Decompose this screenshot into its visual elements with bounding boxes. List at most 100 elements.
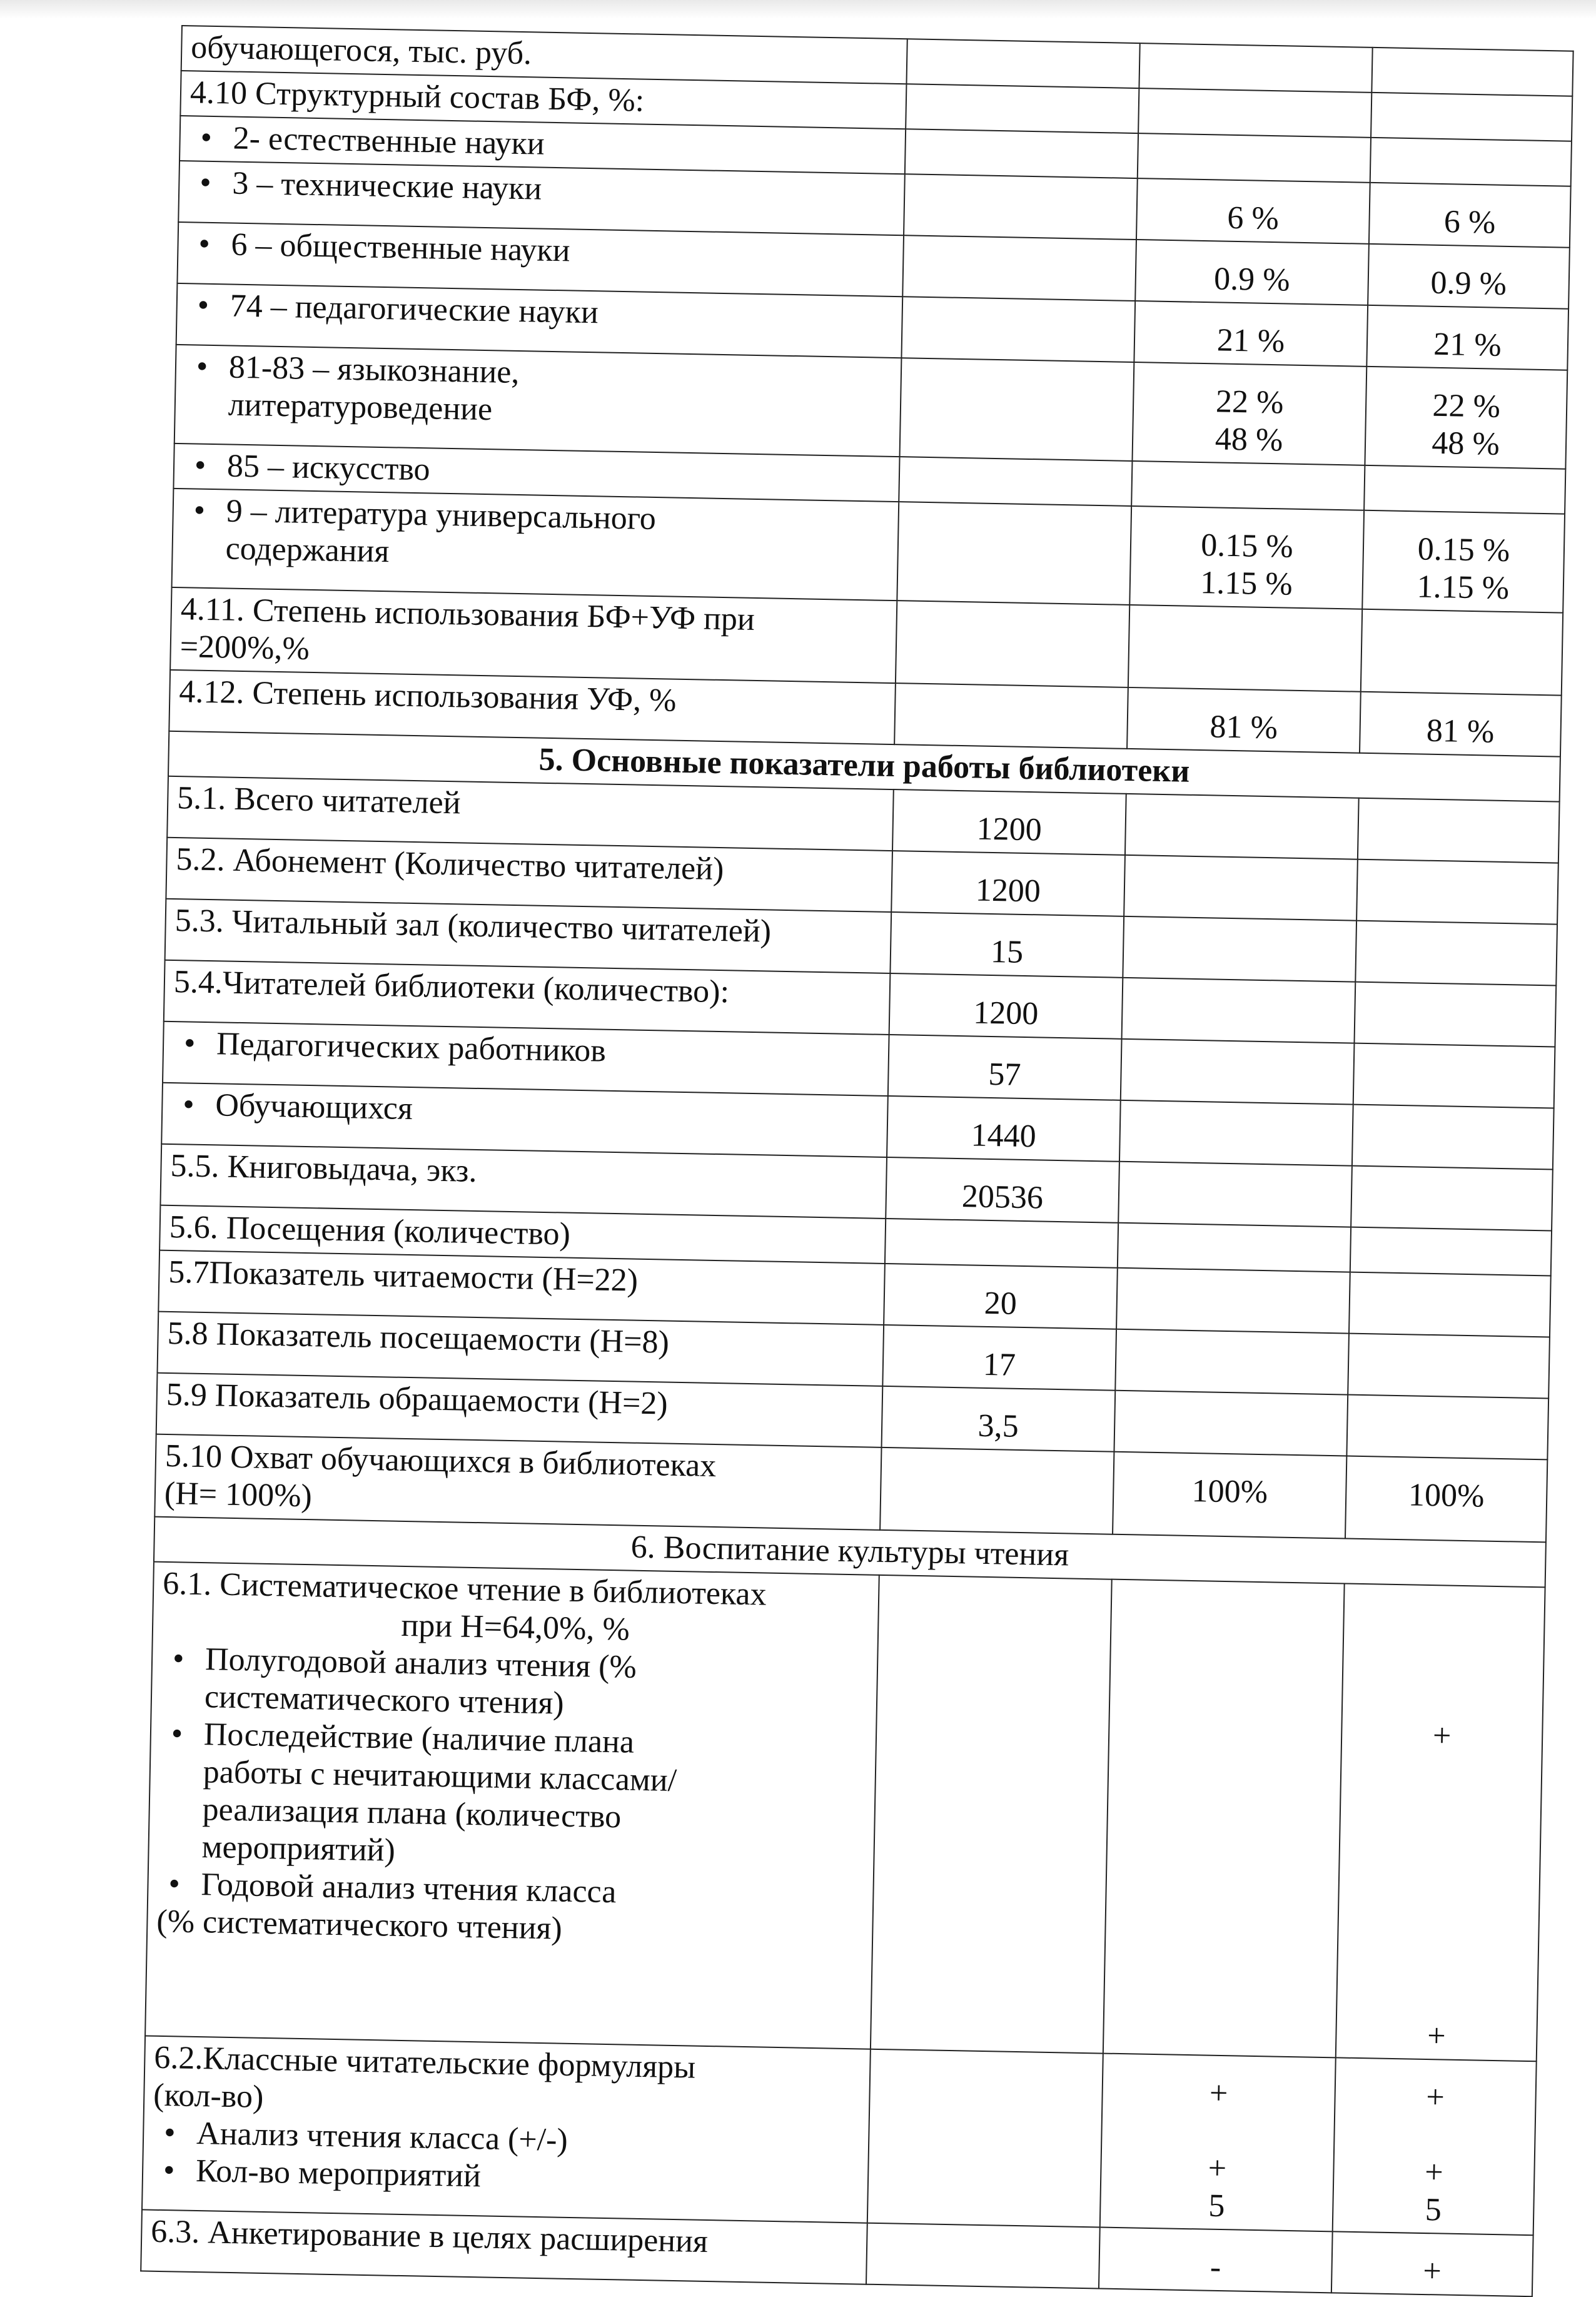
row-label-cell: 6.3. Анкетирование в целях расширения bbox=[141, 2209, 867, 2284]
value-cell-col3 bbox=[1138, 88, 1372, 138]
value-cell-col3 bbox=[1121, 977, 1356, 1043]
row-label: 5.9 Показатель обращаемости (Н=2) bbox=[166, 1376, 669, 1422]
value-cell-col3: 100% bbox=[1113, 1451, 1347, 1539]
cell-value: 22 % bbox=[1432, 387, 1501, 425]
cell-value: 1200 bbox=[975, 872, 1041, 910]
row-label: 4.10 Структурный состав БФ, %: bbox=[189, 74, 645, 119]
value-cell-col3 bbox=[1117, 1222, 1351, 1272]
value-cell-col2 bbox=[894, 683, 1128, 749]
value-cell-col4 bbox=[1351, 1104, 1554, 1170]
value-cell-col3: 21 % bbox=[1134, 301, 1368, 367]
cell-value: 81 % bbox=[1426, 712, 1495, 750]
value-cell-col2: 17 bbox=[882, 1324, 1117, 1391]
cell-value: 48 % bbox=[1215, 421, 1283, 459]
value-cell-col4 bbox=[1360, 609, 1563, 696]
value-cell-col3 bbox=[1124, 854, 1358, 921]
cell-value: 22 % bbox=[1215, 383, 1284, 421]
bullet-icon: • bbox=[172, 1641, 184, 1677]
value-cell-col2 bbox=[870, 1574, 1112, 2054]
row-label: • 85 – искусство bbox=[194, 447, 431, 488]
value-cell-col3 bbox=[1118, 1161, 1352, 1227]
cell-value: 1.15 % bbox=[1200, 565, 1293, 602]
bullet-icon: • bbox=[200, 119, 213, 156]
document-page: обучающегося, тыс. руб. 4.10 Структурный … bbox=[140, 25, 1573, 2297]
cell-value: 0.15 % bbox=[1200, 527, 1294, 565]
row-label: обучающегося, тыс. руб. bbox=[190, 29, 532, 72]
value-cell-col3 bbox=[1103, 1579, 1345, 2058]
cell-value bbox=[1349, 1791, 1532, 1832]
value-cell-col4: 81 % bbox=[1359, 691, 1562, 757]
value-cell-col4: 21 % bbox=[1366, 305, 1569, 370]
value-cell-col3: 0.9 % bbox=[1135, 240, 1369, 305]
cell-value: + bbox=[1425, 2079, 1445, 2116]
cell-value bbox=[1346, 1979, 1528, 2019]
value-cell-col4: + +5 bbox=[1332, 2057, 1537, 2236]
value-cell-col4: 0.15 % 1.15 % bbox=[1362, 510, 1565, 613]
value-cell-col3 bbox=[1139, 43, 1373, 93]
value-cell-col2: 3,5 bbox=[881, 1386, 1116, 1452]
value-cell-col3: - bbox=[1098, 2227, 1333, 2293]
bullet-icon: • bbox=[183, 1025, 196, 1062]
row-label: 5.1. Всего читателей bbox=[176, 780, 462, 821]
value-cell-col3 bbox=[1137, 133, 1371, 183]
report-table-body: обучающегося, тыс. руб. 4.10 Структурный … bbox=[141, 26, 1573, 2297]
row-label: 5.4.Читателей библиотеки (количество): bbox=[173, 964, 730, 1010]
value-cell-col4 bbox=[1354, 981, 1557, 1047]
value-cell-col2: 20 bbox=[884, 1263, 1118, 1329]
value-cell-col3 bbox=[1120, 1038, 1355, 1105]
value-cell-col4: 22 % 48 % bbox=[1365, 366, 1568, 469]
cell-value: 5 bbox=[1425, 2192, 1442, 2228]
value-cell-col3 bbox=[1119, 1100, 1353, 1166]
value-cell-col3 bbox=[1116, 1267, 1350, 1334]
value-cell-col2: 20536 bbox=[886, 1157, 1119, 1223]
row-label: 5.7Показатель читаемости (Н=22) bbox=[168, 1254, 639, 1299]
row-label: 5.8 Показатель посещаемости (Н=8) bbox=[167, 1315, 670, 1361]
row-label: 6.3. Анкетирование в целях расширения bbox=[150, 2213, 709, 2260]
value-cell-col4: 6 % bbox=[1368, 182, 1571, 248]
cell-value: 100% bbox=[1191, 1473, 1268, 1511]
row-label: • Педагогических работников bbox=[183, 1025, 607, 1069]
row-label-cell: 6.1. Систематическое чтение в библиотека… bbox=[145, 1561, 879, 2049]
report-table: обучающегося, тыс. руб. 4.10 Структурный … bbox=[140, 25, 1573, 2297]
cell-value: + bbox=[1208, 2150, 1227, 2187]
table-row: 6.2.Классные читательские формуляры (кол-… bbox=[141, 2036, 1537, 2236]
value-cell-col3 bbox=[1115, 1329, 1349, 1395]
cell-value: 100% bbox=[1408, 1477, 1485, 1514]
value-cell-col2 bbox=[897, 502, 1132, 605]
cell-value: 57 bbox=[987, 1056, 1021, 1093]
row-label-cell: 6.2.Классные читательские формуляры (кол-… bbox=[141, 2036, 871, 2223]
value-cell-col2 bbox=[902, 235, 1136, 302]
row-label: • 3 – технические науки bbox=[199, 165, 542, 207]
cell-value: 6 % bbox=[1226, 200, 1280, 237]
cell-value: - bbox=[1210, 2249, 1221, 2286]
cell-value bbox=[1348, 1866, 1530, 1907]
cell-value bbox=[1353, 1603, 1535, 1644]
value-cell-col3 bbox=[1114, 1390, 1348, 1456]
value-cell-col2 bbox=[895, 601, 1130, 687]
bullet-icon: • bbox=[196, 348, 208, 385]
value-cell-col2 bbox=[904, 174, 1138, 240]
row-label: 4.12. Степень использования УФ, % bbox=[178, 674, 677, 719]
cell-value: 3,5 bbox=[977, 1407, 1019, 1444]
row-label-cell: 4.11. Степень использования БФ+УФ при =20… bbox=[170, 587, 897, 684]
value-cell-col4 bbox=[1348, 1333, 1550, 1399]
cell-value bbox=[1343, 2115, 1526, 2156]
cell-value: 48 % bbox=[1431, 425, 1500, 462]
table-row: 6.1. Систематическое чтение в библиотека… bbox=[145, 1561, 1545, 2062]
cell-value: + bbox=[1427, 2018, 1447, 2054]
cell-value: 21 % bbox=[1216, 322, 1285, 360]
cell-value bbox=[1347, 1904, 1530, 1944]
value-cell-col2: 1440 bbox=[887, 1095, 1121, 1162]
cell-value: 0.9 % bbox=[1430, 265, 1507, 302]
cell-value: + bbox=[1432, 1718, 1452, 1754]
cell-value bbox=[1346, 1941, 1529, 1982]
cell-value: + bbox=[1209, 2075, 1228, 2112]
cell-value: 15 bbox=[990, 933, 1024, 970]
value-cell-col3: 22 % 48 % bbox=[1132, 362, 1367, 465]
cell-value: 20536 bbox=[961, 1179, 1044, 1216]
value-cell-col2 bbox=[884, 1218, 1119, 1268]
value-cell-col2 bbox=[867, 2049, 1103, 2228]
value-cell-col2: 1200 bbox=[891, 851, 1125, 916]
value-cell-col2 bbox=[899, 358, 1134, 461]
value-cell-col4 bbox=[1370, 137, 1572, 186]
